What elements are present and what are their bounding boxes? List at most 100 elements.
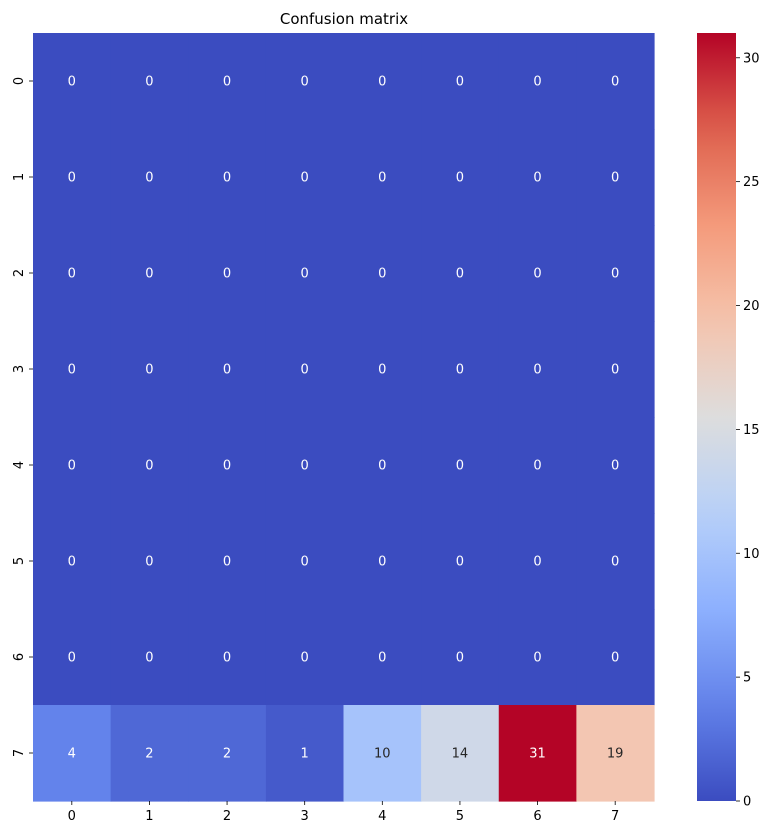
cell-value-label: 0 — [611, 75, 619, 90]
cell-value-label: 0 — [533, 171, 541, 186]
heatmap-cell — [498, 417, 577, 514]
colorbar: 0 5 10 15 20 25 30 — [697, 33, 760, 810]
heatmap-cell — [33, 321, 112, 418]
cell-value-label: 19 — [607, 747, 624, 762]
heatmap-cell — [576, 705, 655, 802]
cell-value-label: 0 — [145, 363, 153, 378]
x-tick-label: 6 — [533, 809, 541, 824]
cell-value-label: 0 — [301, 267, 309, 282]
heatmap-cell — [421, 609, 500, 706]
heatmap-cell — [33, 417, 112, 514]
heatmap-cell — [576, 33, 655, 130]
heatmap-cell — [265, 225, 345, 322]
cell-value-label: 0 — [378, 459, 386, 474]
heatmap-cell — [188, 705, 267, 802]
cell-value-label: 0 — [301, 555, 309, 570]
cell-value-label: 0 — [456, 171, 464, 186]
colorbar-tick-label: 10 — [743, 547, 760, 562]
x-tick-label: 1 — [145, 809, 153, 824]
cell-value-label: 0 — [145, 651, 153, 666]
heatmap-cell — [421, 321, 500, 418]
cell-value-label: 0 — [68, 651, 76, 666]
cell-value-label: 0 — [456, 459, 464, 474]
cell-value-label: 0 — [611, 171, 619, 186]
cell-value-label: 0 — [145, 267, 153, 282]
cell-value-label: 4 — [68, 747, 76, 762]
y-axis: 0 1 2 3 4 5 6 7 — [12, 77, 33, 757]
heatmap-cell — [576, 129, 655, 226]
heatmap-cell — [265, 609, 345, 706]
chart-title: Confusion matrix — [280, 10, 408, 28]
cell-value-label: 0 — [456, 555, 464, 570]
cell-value-label: 0 — [68, 363, 76, 378]
heatmap-cell — [188, 609, 267, 706]
y-tick-label: 5 — [12, 557, 27, 565]
colorbar-tick-label: 5 — [743, 671, 751, 686]
heatmap-cell — [498, 33, 577, 130]
heatmap-cell — [265, 417, 345, 514]
cell-value-label: 0 — [456, 363, 464, 378]
y-tick-label: 0 — [12, 77, 27, 85]
heatmap-cell — [576, 513, 655, 610]
cell-value-label: 0 — [611, 267, 619, 282]
heatmap-cell — [110, 513, 189, 610]
heatmap-cell — [110, 129, 189, 226]
heatmap-cell — [576, 321, 655, 418]
y-tick-label: 1 — [12, 173, 27, 181]
heatmap-cell — [33, 513, 112, 610]
cell-value-label: 0 — [378, 363, 386, 378]
heatmap-cell — [188, 225, 267, 322]
heatmap-cell — [343, 705, 422, 802]
cell-value-label: 0 — [378, 651, 386, 666]
cell-value-label: 0 — [223, 75, 231, 90]
cell-value-label: 0 — [301, 75, 309, 90]
heatmap-cell — [343, 609, 422, 706]
x-tick-label: 5 — [456, 809, 464, 824]
heatmap-cell — [188, 321, 267, 418]
heatmap-cell — [498, 609, 577, 706]
y-tick-label: 2 — [12, 269, 27, 277]
heatmap-cell — [188, 417, 267, 514]
heatmap-cell — [110, 225, 189, 322]
cell-value-label: 0 — [611, 651, 619, 666]
cell-value-label: 0 — [68, 267, 76, 282]
cell-value-label: 0 — [611, 555, 619, 570]
cell-value-label: 0 — [145, 171, 153, 186]
cell-value-label: 0 — [456, 75, 464, 90]
cell-value-label: 0 — [301, 459, 309, 474]
heatmap-cell — [576, 609, 655, 706]
x-tick-label: 0 — [68, 809, 76, 824]
cell-value-label: 2 — [223, 747, 231, 762]
heatmap-cell — [33, 705, 112, 802]
y-tick-label: 7 — [12, 749, 27, 757]
heatmap-cell — [498, 225, 577, 322]
cell-value-label: 0 — [611, 363, 619, 378]
cell-value-label: 1 — [301, 747, 309, 762]
cell-value-label: 0 — [533, 651, 541, 666]
cell-value-label: 0 — [611, 459, 619, 474]
cell-value-label: 0 — [533, 75, 541, 90]
cell-value-label: 0 — [68, 555, 76, 570]
cell-value-label: 0 — [378, 75, 386, 90]
y-tick-label: 6 — [12, 653, 27, 661]
heatmap-cell — [343, 225, 422, 322]
heatmap-cell — [265, 513, 345, 610]
heatmap-cell — [343, 513, 422, 610]
heatmap-cell — [498, 129, 577, 226]
heatmap-cell — [110, 33, 189, 130]
heatmap-cell — [343, 129, 422, 226]
cell-value-label: 0 — [223, 459, 231, 474]
cell-value-label: 0 — [223, 555, 231, 570]
y-tick-label: 4 — [12, 461, 27, 469]
heatmap-cell — [265, 705, 345, 802]
heatmap-cell — [110, 417, 189, 514]
cell-value-label: 0 — [223, 363, 231, 378]
cell-value-label: 10 — [374, 747, 391, 762]
colorbar-tick-label: 30 — [743, 51, 760, 66]
heatmap-cell — [33, 129, 112, 226]
heatmap-cell — [110, 321, 189, 418]
cell-value-label: 0 — [68, 75, 76, 90]
cell-value-label: 0 — [533, 267, 541, 282]
